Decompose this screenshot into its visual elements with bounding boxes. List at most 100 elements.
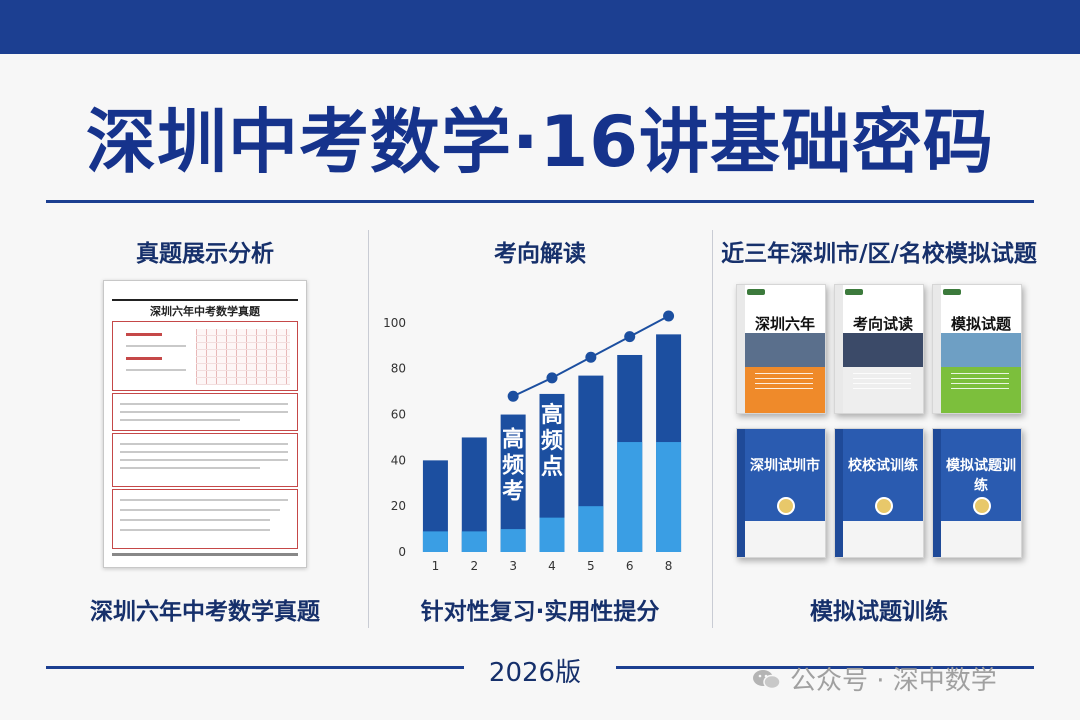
caption-real-exam: 深圳六年中考数学真题	[90, 599, 320, 625]
paper-text-line	[126, 369, 186, 371]
y-tick-label: 60	[391, 408, 406, 422]
book-cover-top-2: 考向试读	[834, 284, 924, 414]
bottom-rule-left	[46, 666, 464, 669]
x-tick-label: 4	[548, 559, 556, 573]
paper-text-line	[120, 411, 288, 413]
y-tick-label: 0	[398, 545, 406, 559]
paper-section-4	[112, 489, 298, 549]
heading-mock-exams: 近三年深圳市/区/名校模拟试题	[721, 241, 1037, 267]
trend-bar-chart: 0 20 40 60 80 100 1 2 3 4 5 6 8 高频考 高频点	[383, 310, 682, 573]
annotation-char: 频	[502, 454, 524, 479]
book-white-band	[745, 521, 825, 557]
book-white-band	[941, 521, 1021, 557]
paper-text-line	[120, 459, 288, 461]
title-divider	[46, 200, 1034, 203]
book-spine	[933, 285, 941, 413]
annotation-char: 频	[541, 429, 563, 454]
y-tick-label: 100	[383, 316, 406, 330]
book-text-lines	[853, 373, 911, 393]
annotation-char: 高	[502, 427, 524, 453]
bar-series-2	[422, 531, 448, 552]
annotation-char: 考	[502, 480, 524, 505]
paper-text-line	[120, 467, 260, 469]
column-divider-1	[368, 230, 369, 628]
watermark-text: 公众号 · 深中数学	[790, 666, 997, 696]
x-tick-label: 1	[432, 559, 440, 573]
paper-score-grid	[196, 329, 290, 385]
x-tick-label: 2	[470, 559, 478, 573]
book-photo	[843, 333, 923, 367]
book-spine	[737, 285, 745, 413]
page-title: 深圳中考数学·16讲基础密码	[85, 101, 994, 183]
book-badge-icon	[777, 497, 795, 515]
book-title: 深圳试圳市	[750, 458, 820, 474]
bar-series-2	[500, 529, 526, 552]
bar-series-2	[617, 442, 643, 552]
bar-series-2	[578, 506, 604, 552]
paper-text-line	[120, 403, 288, 405]
paper-header	[112, 286, 298, 300]
top-banner	[0, 0, 1080, 54]
book-photo	[941, 333, 1021, 367]
paper-title: 深圳六年中考数学真题	[150, 305, 260, 318]
edition-label: 2026版	[488, 658, 582, 688]
bar-series-2	[656, 442, 682, 552]
paper-section-3	[112, 433, 298, 487]
book-spine	[933, 429, 941, 557]
annotation-char: 点	[541, 454, 563, 480]
y-tick-label: 20	[391, 499, 406, 513]
book-badge-icon	[875, 497, 893, 515]
book-cover-top-3: 模拟试题	[932, 284, 1022, 414]
paper-red-label	[126, 357, 162, 360]
wechat-icon	[753, 670, 781, 690]
heading-trend-analysis: 考向解读	[494, 241, 586, 267]
paper-text-line	[120, 499, 288, 501]
book-spine	[835, 429, 843, 557]
caption-mock-training: 模拟试题训练	[810, 599, 948, 625]
trend-point	[546, 372, 558, 384]
trend-point	[624, 331, 636, 343]
book-title: 模拟试题	[950, 315, 1011, 333]
paper-text-line	[120, 509, 280, 511]
x-tick-label: 5	[587, 559, 595, 573]
book-title: 模拟试题训练	[946, 458, 1016, 494]
paper-text-line	[120, 451, 288, 453]
x-tick-label: 6	[626, 559, 634, 573]
bar-series-2	[461, 531, 487, 552]
heading-real-exam: 真题展示分析	[136, 241, 274, 267]
paper-header-rule	[112, 299, 298, 301]
book-photo	[745, 333, 825, 367]
caption-targeted-review: 针对性复习·实用性提分	[420, 599, 660, 625]
paper-footer	[112, 553, 298, 556]
book-badge-icon	[973, 497, 991, 515]
x-tick-label: 3	[509, 559, 517, 573]
paper-text-line	[120, 519, 270, 521]
book-spine	[737, 429, 745, 557]
bar-series-2	[539, 517, 565, 552]
book-title: 校校试训练	[848, 458, 918, 474]
paper-text-line	[120, 443, 288, 445]
book-title: 考向试读	[852, 315, 913, 333]
trend-point	[507, 390, 519, 402]
watermark: 公众号 · 深中数学	[752, 660, 997, 697]
y-tick-label: 40	[391, 453, 406, 467]
book-cover-bottom-3: 模拟试题训练	[932, 428, 1022, 558]
paper-text-line	[120, 529, 270, 531]
book-title: 深圳六年	[754, 315, 815, 333]
exam-paper-thumbnail: 深圳六年中考数学真题	[103, 280, 307, 568]
publisher-logo	[747, 289, 765, 295]
book-text-lines	[755, 373, 813, 393]
paper-red-label	[126, 333, 162, 336]
book-text-lines	[951, 373, 1009, 393]
x-tick-label: 8	[665, 559, 673, 573]
y-tick-label: 80	[391, 362, 406, 376]
book-cover-bottom-1: 深圳试圳市	[736, 428, 826, 558]
publisher-logo	[943, 289, 961, 295]
book-cover-top-1: 深圳六年	[736, 284, 826, 414]
paper-text-line	[126, 345, 186, 347]
book-spine	[835, 285, 843, 413]
bottom-rule-right	[616, 666, 1034, 669]
column-divider-2	[712, 230, 713, 628]
trend-point	[663, 310, 675, 322]
publisher-logo	[845, 289, 863, 295]
